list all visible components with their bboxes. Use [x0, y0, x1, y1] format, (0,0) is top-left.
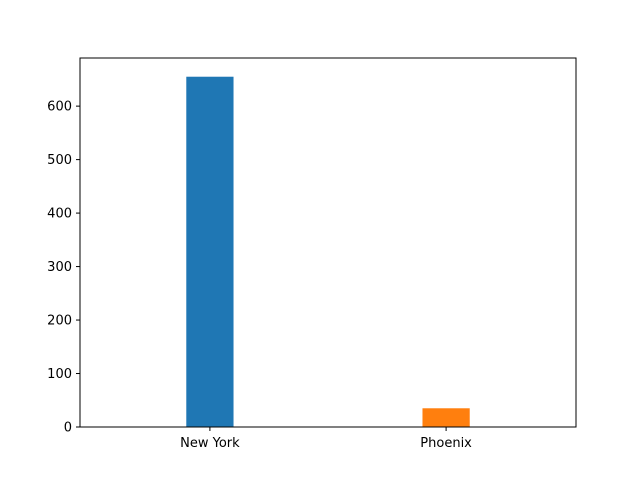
bar-phoenix	[422, 408, 470, 427]
y-tick-label: 0	[64, 421, 72, 436]
bars-layer	[186, 76, 470, 427]
y-tick-label: 100	[47, 367, 72, 382]
x-tick-label: Phoenix	[420, 436, 472, 451]
y-tick-label: 200	[47, 314, 72, 329]
y-axis: 0 100 200 300 400 500 600	[47, 100, 80, 436]
x-axis: New York Phoenix	[180, 427, 472, 451]
y-tick-label: 600	[47, 100, 72, 115]
y-tick-label: 300	[47, 260, 72, 275]
x-tick-label: New York	[180, 436, 240, 451]
bar-new-york	[186, 76, 234, 427]
plot-frame	[79, 57, 577, 428]
y-tick-label: 400	[47, 207, 72, 222]
y-tick-label: 500	[47, 153, 72, 168]
